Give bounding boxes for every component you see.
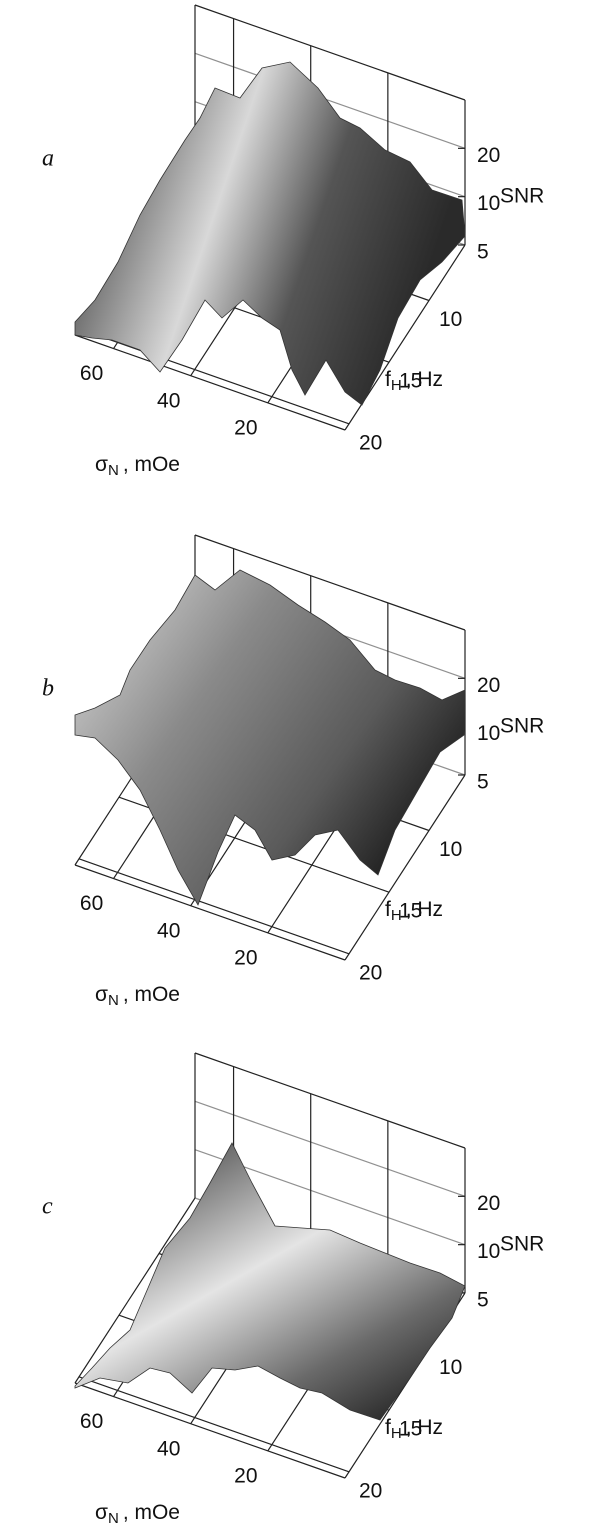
axis-subscript: N [108,462,119,479]
floor-edge [74,1382,346,1479]
y-axis-label: fH, Hz [385,1416,443,1442]
y-axis-label: fH, Hz [385,898,443,924]
surface-panel: 60 40 20 10 15 20 5 10 20 a SNR fH, Hz σN, mOe [42,4,544,479]
axis-symbol: f [385,368,391,391]
y-tick-label: 20 [359,961,382,984]
back-edge [194,4,466,101]
y-axis-label: fH, Hz [385,368,443,394]
z-tick-label: 10 [477,722,500,745]
z-axis-label: SNR [500,185,544,208]
x-tick-label: 60 [80,1410,103,1433]
axis-unit: , mOe [123,453,180,476]
axis-unit: , Hz [406,898,443,921]
surface [74,61,466,406]
axis-unit: , Hz [406,1416,443,1439]
axis-symbol: σ [95,453,108,476]
z-tick-label: 10 [477,1240,500,1263]
wall-grid-line [194,52,466,149]
floor-grid-line [78,858,350,955]
y-tick-label: 10 [439,1356,462,1379]
floor-edge [344,774,466,961]
y-tick-label: 10 [439,308,462,331]
axis-unit: , mOe [123,1501,180,1524]
x-axis-label: σN, mOe [95,453,180,479]
x-tick-label: 20 [234,1464,257,1487]
floor-grid-line [78,1376,350,1473]
back-edge [194,1052,466,1149]
y-tick-label: 15 [399,900,422,923]
x-tick-label: 60 [80,362,103,385]
x-tick-label: 40 [157,919,180,942]
floor-edge [74,334,346,431]
z-tick-label: 10 [477,192,500,215]
floor-edge [74,1197,196,1384]
y-tick-label: 10 [439,838,462,861]
x-axis-label: σN, mOe [95,983,180,1009]
surface-panel: 60 40 20 10 15 20 5 10 20 b SNR fH, Hz σN, mOe [42,534,544,1009]
panel-label: a [42,146,54,172]
axis-subscript: N [108,1510,119,1527]
y-tick-label: 20 [359,1479,382,1502]
z-tick-label: 20 [477,144,500,167]
z-tick-label: 5 [477,771,489,794]
x-tick-label: 40 [157,1437,180,1460]
x-axis-label: σN, mOe [95,1501,180,1527]
x-tick-label: 20 [234,946,257,969]
z-axis-label: SNR [500,1233,544,1256]
back-edge [194,534,466,631]
panel-label: b [42,676,54,702]
z-tick-label: 20 [477,674,500,697]
x-tick-label: 60 [80,892,103,915]
surface-panel: 60 40 20 10 15 20 5 10 20 c SNR fH, Hz σN, mOe [42,1052,544,1527]
z-axis-label: SNR [500,715,544,738]
axis-subscript: H [391,907,402,924]
axis-subscript: H [391,1425,402,1442]
y-tick-label: 15 [399,370,422,393]
floor-edge [74,864,346,961]
z-tick-label: 20 [477,1192,500,1215]
x-tick-label: 20 [234,416,257,439]
axis-unit: , Hz [406,368,443,391]
wall-grid-line [194,1100,466,1197]
axis-subscript: H [391,377,402,394]
x-tick-label: 40 [157,389,180,412]
axis-symbol: σ [95,1501,108,1524]
panel-label: c [42,1194,53,1220]
y-tick-label: 15 [399,1418,422,1441]
surface [74,569,466,906]
axis-symbol: f [385,898,391,921]
z-tick-label: 5 [477,1289,489,1312]
axis-subscript: N [108,992,119,1009]
axis-symbol: σ [95,983,108,1006]
z-tick-label: 5 [477,241,489,264]
axis-unit: , mOe [123,983,180,1006]
axis-symbol: f [385,1416,391,1439]
y-tick-label: 20 [359,431,382,454]
surface [74,1142,466,1421]
